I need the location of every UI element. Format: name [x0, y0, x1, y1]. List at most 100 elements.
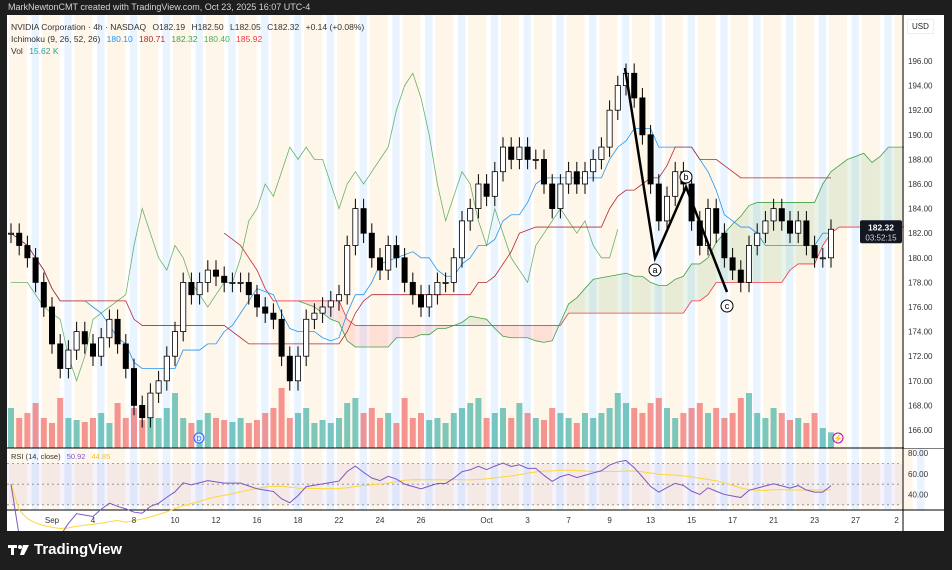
chart-area[interactable]: a b c D ⚡ 196.00 194.00 192.00 190.00 188.00 186.0…: [7, 15, 952, 537]
session-stripe: [205, 15, 224, 510]
rsi-legend[interactable]: RSI (14, close) 50.92 44.85: [11, 452, 114, 461]
volume-bar: [426, 420, 433, 448]
session-stripe: [97, 15, 105, 510]
volume-bar: [139, 420, 146, 448]
volume-bar: [729, 413, 736, 448]
candle-body: [606, 109, 613, 148]
candle-body: [590, 158, 597, 173]
ichimoku-cloud-segment: [708, 242, 717, 295]
candle-body: [40, 281, 47, 308]
ichimoku-cloud-segment: [306, 300, 315, 307]
session-stripe: [566, 15, 585, 510]
candle-body: [819, 257, 826, 260]
ohlc-close: C182.32: [267, 22, 300, 32]
session-stripe: [326, 15, 335, 510]
candle-body: [664, 195, 671, 222]
volume-bar: [737, 398, 744, 448]
candle-body: [713, 208, 720, 234]
candle-body: [434, 281, 441, 296]
candle-body: [549, 183, 556, 210]
time-tick: 27: [851, 516, 860, 525]
ichimoku-cloud-segment: [339, 300, 348, 341]
session-stripe: [763, 15, 782, 510]
candle-body: [294, 355, 301, 382]
rsi-ma-value: 44.85: [91, 452, 111, 461]
session-stripe: [140, 15, 159, 510]
volume-bar: [721, 418, 728, 448]
price-tick: 182.00: [908, 229, 933, 238]
candle-body: [401, 257, 408, 283]
candle-body: [278, 318, 285, 357]
time-tick: 16: [253, 516, 262, 525]
candle-body: [672, 171, 679, 197]
volume-bar: [688, 408, 695, 448]
volume-bar: [754, 413, 761, 448]
candle-body: [106, 318, 113, 339]
volume-bar: [245, 423, 252, 448]
volume-bar: [614, 393, 621, 448]
ichimoku-cloud-segment: [363, 325, 372, 347]
session-stripe: [533, 15, 552, 510]
candle-body: [131, 368, 138, 406]
volume-bar: [459, 408, 465, 448]
volume-bar: [229, 422, 236, 448]
candle-body: [245, 281, 252, 296]
ichimoku-cloud-segment: [593, 277, 602, 314]
session-stripe: [884, 15, 892, 510]
volume-bar: [237, 418, 244, 448]
volume-bar: [106, 423, 113, 448]
candle-body: [147, 392, 154, 419]
candle-body: [647, 134, 654, 185]
volume-bar: [57, 398, 64, 448]
volume-bar: [795, 418, 802, 448]
time-tick: 23: [810, 516, 819, 525]
price-tick: 172.00: [908, 352, 933, 361]
price-tick: 196.00: [908, 57, 933, 66]
volume-bar: [352, 398, 359, 448]
candle-body: [426, 294, 433, 308]
session-stripe: [359, 15, 367, 510]
volume-bar: [147, 413, 154, 448]
rsi-value: 50.92: [66, 452, 86, 461]
price-axis: [904, 15, 944, 448]
volume-bar: [65, 418, 72, 448]
volume-legend[interactable]: Vol 15.62 K: [11, 46, 63, 56]
volume-bar: [327, 423, 334, 448]
ichimoku-legend[interactable]: Ichimoku (9, 26, 52, 26) 180.10 180.71 1…: [11, 34, 266, 44]
ohlc-low: L182.05: [230, 22, 261, 32]
session-stripe: [665, 15, 684, 510]
symbol-legend: NVIDIA Corporation · 4h · NASDAQ O182.19…: [11, 22, 368, 32]
volume-bar: [40, 418, 47, 448]
candle-body: [155, 380, 162, 394]
volume-bar: [377, 418, 383, 448]
time-tick: 21: [769, 516, 778, 525]
candle-body: [221, 275, 228, 283]
currency-button[interactable]: USD: [907, 19, 934, 34]
time-tick: Oct: [480, 516, 493, 525]
candle-body: [360, 208, 367, 234]
volume-bar: [278, 388, 285, 448]
candle-body: [163, 355, 170, 382]
ichimoku-cloud-segment: [404, 325, 413, 338]
candle-body: [417, 294, 424, 308]
candle-body: [762, 220, 769, 234]
ichimoku-cloud-segment: [773, 202, 782, 283]
ichimoku-cloud-segment: [667, 279, 676, 314]
session-stripe: [402, 15, 421, 510]
candle-body: [614, 85, 621, 111]
time-tick: 12: [212, 516, 221, 525]
time-tick: 3: [525, 516, 530, 525]
volume-bar: [778, 413, 785, 448]
ichimoku-cloud-segment: [839, 159, 848, 228]
candle-body: [262, 306, 269, 314]
candle-body: [73, 331, 80, 351]
price-tick: 166.00: [908, 426, 933, 435]
ichimoku-cloud-segment: [691, 263, 700, 301]
chart-canvas[interactable]: a b c D ⚡ 196.00 194.00 192.00 190.00 188.00 186.0…: [7, 15, 952, 537]
candle-body: [524, 146, 531, 160]
volume-bar: [368, 408, 375, 448]
tradingview-logo-icon: [8, 544, 29, 555]
volume-bar: [360, 413, 367, 448]
volume-bar: [573, 423, 580, 448]
volume-bar: [188, 423, 195, 448]
